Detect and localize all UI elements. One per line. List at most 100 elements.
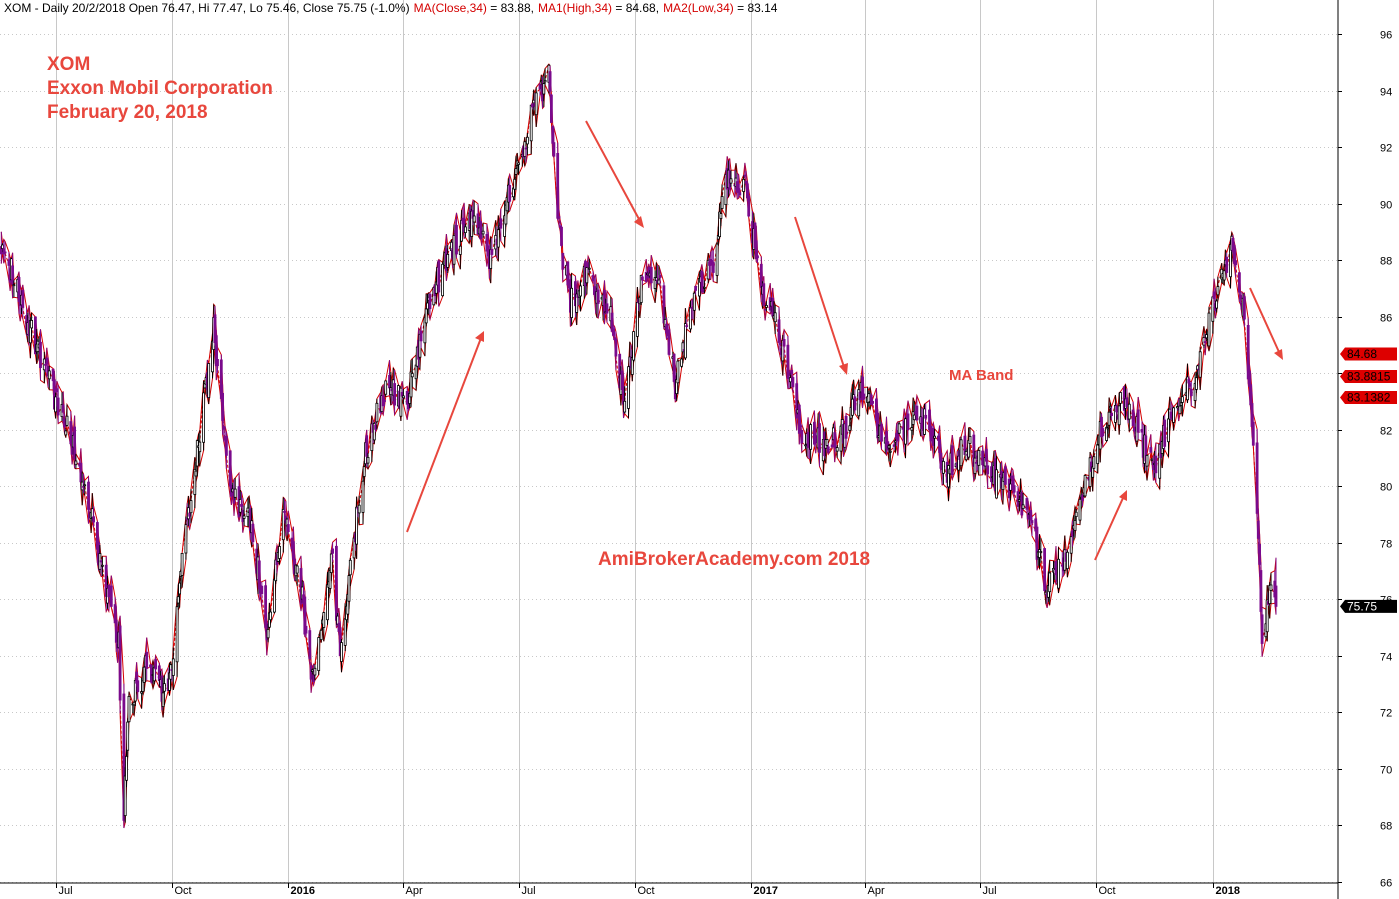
candle — [942, 458, 945, 485]
candle-body — [216, 358, 219, 367]
candle — [21, 284, 25, 319]
header-ma2-value: = 83.14 — [734, 1, 778, 15]
candle-body — [644, 271, 648, 282]
candle-body — [233, 488, 237, 498]
candle-body — [1039, 551, 1043, 553]
candle — [912, 401, 916, 421]
candle-body — [455, 224, 458, 255]
candle-body — [684, 323, 687, 359]
candle-body — [756, 255, 759, 259]
candle — [641, 274, 644, 285]
candle — [862, 387, 866, 400]
candle-body — [552, 142, 556, 157]
candle-body — [401, 395, 405, 399]
candle — [463, 223, 467, 238]
candle-body — [897, 423, 901, 434]
candle — [1012, 478, 1016, 498]
candle-body — [1149, 447, 1153, 453]
header-ma-label: MA(Close,34) — [414, 1, 487, 15]
candle-body — [1243, 296, 1246, 320]
candle-body — [39, 341, 42, 369]
candle-body — [410, 373, 414, 378]
candle-body — [194, 470, 198, 477]
arrow-head — [1274, 349, 1283, 360]
candle-body — [1017, 499, 1021, 502]
candle-body — [1078, 498, 1082, 521]
candle — [703, 280, 706, 294]
candle — [101, 556, 104, 576]
candle-body — [529, 104, 533, 142]
candle — [355, 496, 359, 559]
candle — [1101, 427, 1105, 448]
candle — [658, 269, 662, 287]
candle-body — [526, 136, 529, 145]
candle-body — [1150, 458, 1154, 461]
candle — [499, 208, 503, 242]
candle-body — [74, 460, 78, 466]
candle-body — [92, 516, 95, 523]
candle-body — [556, 152, 560, 219]
candle-body — [1035, 526, 1039, 560]
y-tick-label: 74 — [1380, 652, 1392, 664]
candle-body — [729, 178, 733, 184]
candle-body — [880, 424, 883, 442]
candle — [1017, 495, 1021, 512]
candle-body — [343, 618, 347, 646]
candle-body — [202, 392, 206, 443]
candle-body — [122, 693, 126, 821]
candle-body — [1, 244, 4, 249]
candle-body — [1251, 421, 1255, 446]
candle — [171, 647, 175, 690]
candle-body — [463, 226, 467, 233]
candle — [162, 675, 166, 705]
candle-body — [818, 423, 821, 453]
candle-body — [347, 575, 351, 602]
candle-body — [754, 240, 758, 260]
candle — [684, 308, 687, 360]
candle — [207, 363, 211, 404]
candle-body — [790, 369, 794, 375]
candle-body — [680, 358, 683, 367]
candle-body — [458, 245, 462, 255]
trend-arrow-up-2017 — [1094, 497, 1124, 561]
candle-body — [399, 387, 403, 417]
candle-body — [251, 523, 255, 543]
candle-body — [632, 331, 635, 361]
candle-body — [835, 447, 839, 452]
candle — [357, 495, 361, 525]
candle-body — [1083, 475, 1087, 497]
candle — [64, 428, 68, 438]
candle-body — [1021, 504, 1025, 509]
candle-body — [152, 667, 156, 682]
candle-body — [313, 667, 317, 676]
candle — [853, 389, 857, 414]
candle-body — [1066, 551, 1069, 569]
candle-body — [481, 230, 485, 235]
candle-body — [1069, 536, 1073, 554]
header-ma1-value: = 84.68, — [612, 1, 659, 15]
candle-body — [125, 756, 128, 781]
candle-body — [12, 284, 16, 287]
candle — [175, 597, 179, 677]
candle-body — [437, 260, 441, 293]
candle-body — [157, 665, 161, 682]
y-tick-label: 78 — [1380, 539, 1392, 551]
candle-body — [1211, 296, 1215, 322]
candle-body — [658, 274, 662, 278]
candle-body — [906, 413, 910, 431]
candle-body — [1187, 378, 1191, 384]
candle-body — [596, 289, 600, 304]
header-ma1-label: MA1(High,34) — [538, 1, 612, 15]
y-tick-label: 70 — [1380, 765, 1392, 777]
x-tick-label: 2017 — [754, 885, 778, 897]
candle — [762, 276, 766, 307]
candle-body — [1057, 558, 1060, 589]
candle — [136, 675, 140, 700]
y-tick-label: 68 — [1380, 821, 1392, 833]
candle — [644, 259, 648, 283]
candle-body — [126, 721, 130, 751]
candle — [383, 397, 386, 407]
candle-body — [1274, 585, 1278, 607]
candle — [313, 664, 317, 681]
y-tick-label: 94 — [1380, 87, 1392, 99]
